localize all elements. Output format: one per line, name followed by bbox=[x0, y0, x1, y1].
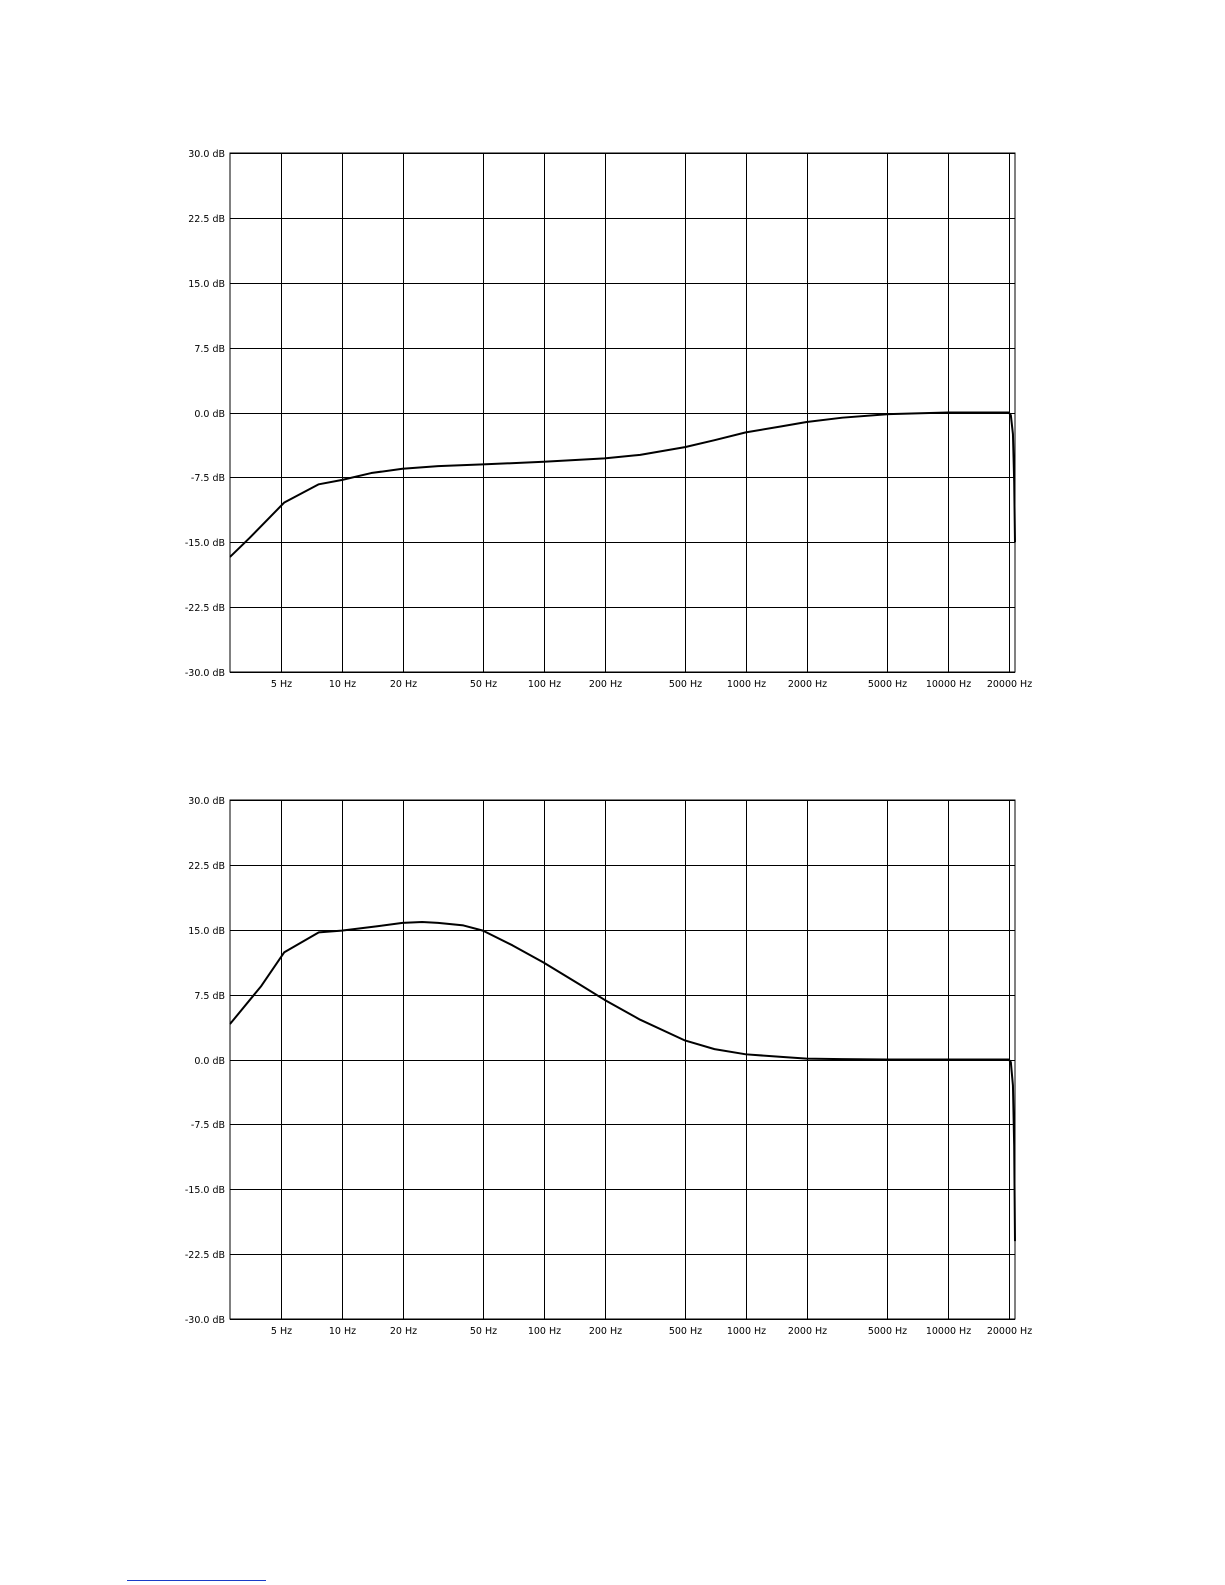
x-tick-label: 10 Hz bbox=[329, 1326, 356, 1337]
x-tick-label: 2000 Hz bbox=[788, 679, 827, 690]
x-tick-label: 10 Hz bbox=[329, 679, 356, 690]
frequency-response-chart-top: 30.0 dB 22.5 dB 15.0 dB 7.5 dB 0.0 dB -7.5 dB… bbox=[185, 149, 1032, 690]
x-tick-label: 100 Hz bbox=[528, 1326, 561, 1337]
x-tick-label: 20 Hz bbox=[390, 679, 417, 690]
footer-rule bbox=[127, 1580, 266, 1581]
y-tick-label: 7.5 dB bbox=[194, 991, 225, 1002]
x-tick-label: 5 Hz bbox=[271, 1326, 292, 1337]
plot-frame bbox=[229, 152, 1016, 673]
y-tick-label: 15.0 dB bbox=[188, 926, 225, 937]
y-tick-label: -30.0 dB bbox=[185, 1315, 225, 1326]
response-curve bbox=[229, 920, 1016, 1242]
y-tick-label: 22.5 dB bbox=[188, 861, 225, 872]
x-tick-label: 1000 Hz bbox=[727, 1326, 766, 1337]
y-tick-label: -15.0 dB bbox=[185, 538, 225, 549]
x-tick-label: 10000 Hz bbox=[926, 1326, 971, 1337]
x-tick-label: 5000 Hz bbox=[868, 679, 907, 690]
y-tick-label: -7.5 dB bbox=[191, 473, 225, 484]
x-tick-label: 200 Hz bbox=[589, 1326, 622, 1337]
y-tick-label: -22.5 dB bbox=[185, 603, 225, 614]
x-tick-label: 50 Hz bbox=[470, 1326, 497, 1337]
y-tick-label: 0.0 dB bbox=[194, 1056, 225, 1067]
x-tick-label: 20 Hz bbox=[390, 1326, 417, 1337]
frequency-response-chart-bottom: 30.0 dB 22.5 dB 15.0 dB 7.5 dB 0.0 dB -7.5 dB… bbox=[185, 796, 1032, 1337]
y-tick-label: 7.5 dB bbox=[194, 344, 225, 355]
y-tick-label: -7.5 dB bbox=[191, 1120, 225, 1131]
response-curve bbox=[229, 411, 1016, 558]
x-tick-label: 500 Hz bbox=[669, 679, 702, 690]
y-tick-label: 30.0 dB bbox=[188, 149, 225, 160]
x-tick-label: 20000 Hz bbox=[987, 1326, 1032, 1337]
y-tick-label: -30.0 dB bbox=[185, 668, 225, 679]
x-tick-label: 500 Hz bbox=[669, 1326, 702, 1337]
y-tick-label: -22.5 dB bbox=[185, 1250, 225, 1261]
x-tick-label: 10000 Hz bbox=[926, 679, 971, 690]
x-tick-label: 200 Hz bbox=[589, 679, 622, 690]
y-tick-label: 30.0 dB bbox=[188, 796, 225, 807]
y-tick-label: 22.5 dB bbox=[188, 214, 225, 225]
x-tick-label: 100 Hz bbox=[528, 679, 561, 690]
x-tick-label: 50 Hz bbox=[470, 679, 497, 690]
x-tick-label: 5000 Hz bbox=[868, 1326, 907, 1337]
x-tick-label: 2000 Hz bbox=[788, 1326, 827, 1337]
x-tick-label: 1000 Hz bbox=[727, 679, 766, 690]
y-tick-label: -15.0 dB bbox=[185, 1185, 225, 1196]
y-tick-label: 0.0 dB bbox=[194, 409, 225, 420]
x-tick-label: 5 Hz bbox=[271, 679, 292, 690]
x-tick-label: 20000 Hz bbox=[987, 679, 1032, 690]
y-tick-label: 15.0 dB bbox=[188, 279, 225, 290]
